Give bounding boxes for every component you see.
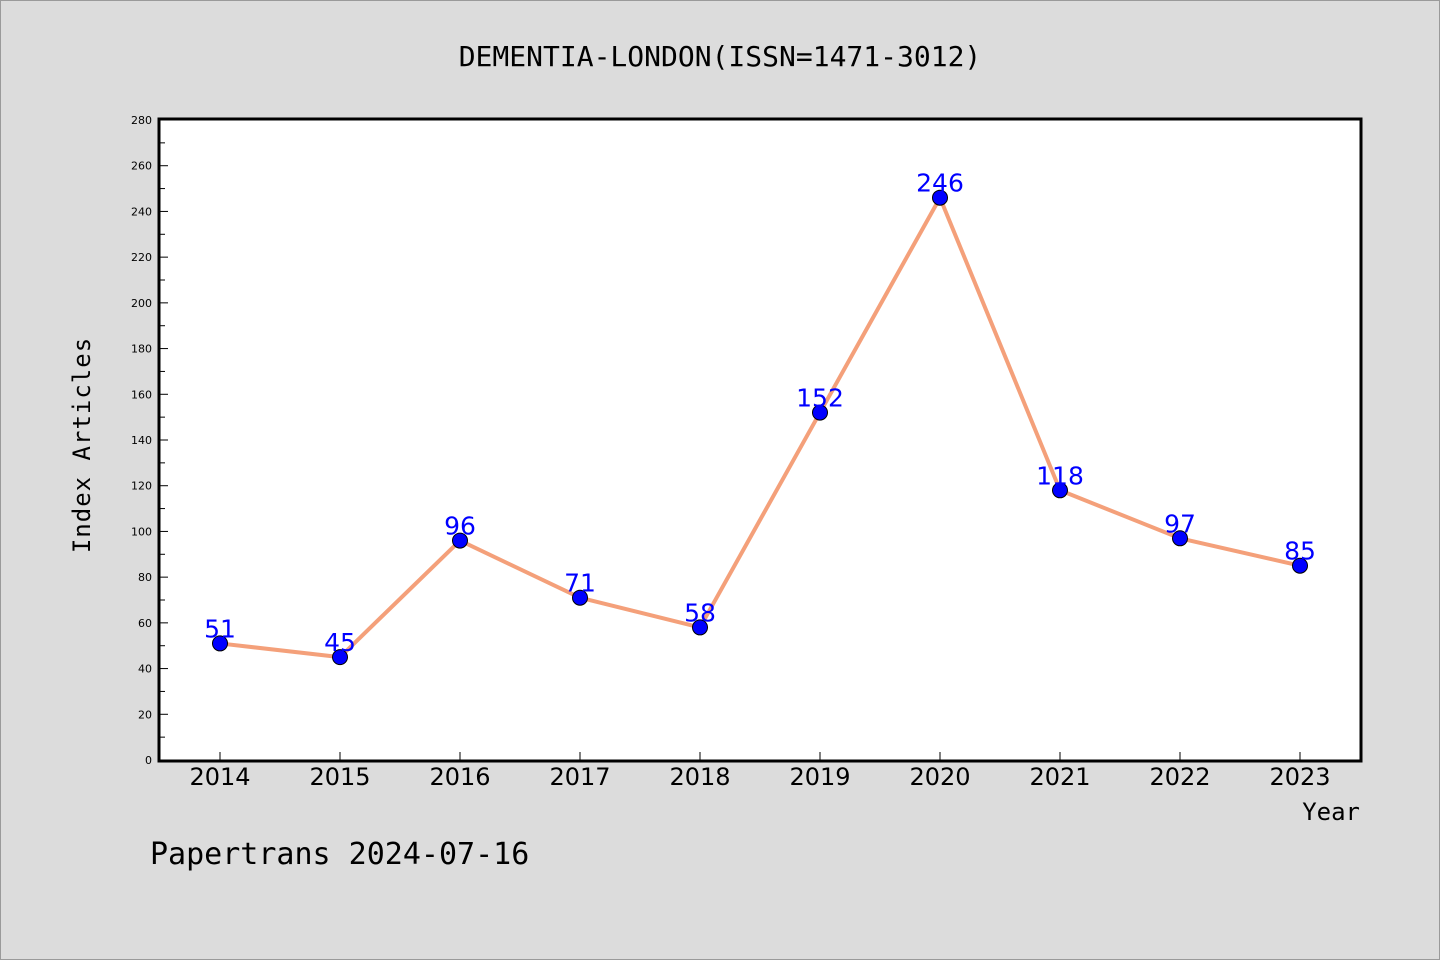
y-axis-label: Index Articles — [68, 337, 96, 553]
data-point — [692, 619, 708, 636]
x-tick-label: 2017 — [549, 763, 610, 791]
x-tick-label: 2019 — [789, 763, 850, 791]
y-tick-label: 280 — [131, 114, 152, 127]
data-point — [1172, 530, 1188, 547]
data-point — [572, 589, 588, 606]
data-point — [1292, 557, 1308, 574]
x-tick-label: 2018 — [669, 763, 730, 791]
y-tick-label: 140 — [131, 434, 152, 447]
y-tick-label: 80 — [138, 571, 152, 584]
x-tick-label: 2014 — [189, 763, 250, 791]
data-label: 246 — [916, 169, 964, 198]
x-tick-label: 2015 — [309, 763, 370, 791]
data-point — [452, 532, 468, 549]
y-tick-label: 240 — [131, 205, 152, 218]
series-polyline — [219, 195, 1301, 660]
data-label: 71 — [564, 569, 596, 598]
x-tick-label: 2022 — [1149, 763, 1210, 791]
x-tick-label: 2020 — [909, 763, 970, 791]
y-tick-label: 260 — [131, 160, 152, 173]
data-label: 85 — [1284, 537, 1316, 566]
y-tick-label: 0 — [145, 754, 152, 767]
y-tick-label: 40 — [138, 663, 152, 676]
x-tick-label: 2023 — [1269, 763, 1330, 791]
y-tick-label: 200 — [131, 297, 152, 310]
y-tick-label: 220 — [131, 251, 152, 264]
y-tick-label: 20 — [138, 708, 152, 721]
x-axis: 2014 2015 2016 2017 2018 2019 2020 2021 2022 2023 — [189, 752, 1331, 791]
data-label: 97 — [1164, 509, 1196, 538]
series-line — [219, 195, 1301, 660]
data-point — [932, 189, 948, 206]
data-label: 118 — [1036, 461, 1084, 490]
y-tick-label: 60 — [138, 617, 152, 630]
data-label: 51 — [204, 614, 236, 643]
y-axis: 0 20 40 60 80 100 120 140 160 180 200 220 240 260 280 — [131, 114, 168, 767]
data-point — [1052, 482, 1068, 499]
plot-area — [157, 117, 1363, 763]
y-tick-label: 120 — [131, 480, 152, 493]
data-point — [212, 635, 228, 652]
data-label: 45 — [324, 628, 356, 657]
x-axis-label: Year — [1302, 798, 1360, 826]
footer-credit: Papertrans 2024-07-16 — [150, 837, 529, 872]
data-label: 58 — [684, 598, 716, 627]
data-labels: 51 45 96 71 58 152 246 118 97 85 — [204, 169, 1316, 657]
data-label: 152 — [796, 384, 844, 413]
y-tick-label: 180 — [131, 343, 152, 356]
data-label: 96 — [444, 512, 476, 541]
x-tick-label: 2016 — [429, 763, 490, 791]
x-tick-label: 2021 — [1029, 763, 1090, 791]
data-point — [332, 649, 348, 666]
data-markers — [212, 189, 1308, 666]
data-point — [812, 404, 828, 421]
y-tick-label: 100 — [131, 525, 152, 538]
y-tick-label: 160 — [131, 388, 152, 401]
chart-title: DEMENTIA-LONDON(ISSN=1471-3012) — [459, 40, 982, 73]
